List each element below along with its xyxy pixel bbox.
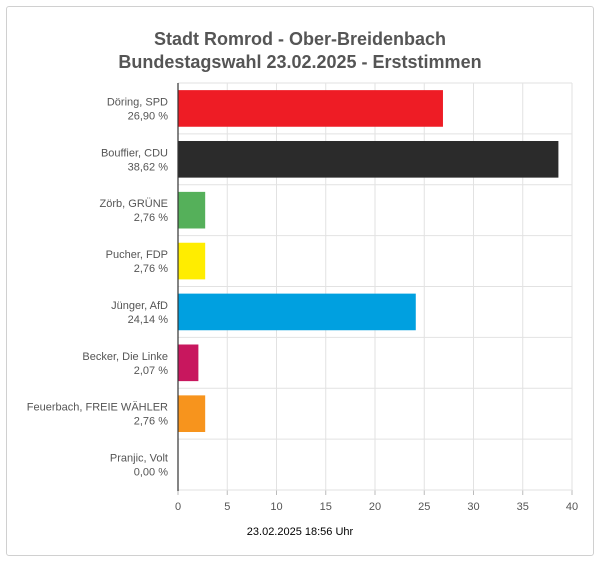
bar bbox=[178, 395, 206, 433]
x-tick-label: 20 bbox=[369, 501, 381, 513]
category-label: Feuerbach, FREIE WÄHLER bbox=[27, 402, 168, 414]
category-value-label: 2,76 % bbox=[134, 416, 168, 428]
category-value-label: 24,14 % bbox=[128, 314, 169, 326]
x-tick-label: 35 bbox=[517, 501, 529, 513]
x-tick-label: 10 bbox=[270, 501, 282, 513]
x-tick-label: 0 bbox=[175, 501, 181, 513]
bar bbox=[178, 191, 206, 229]
category-label: Pranjic, Volt bbox=[110, 453, 168, 465]
category-label: Bouffier, CDU bbox=[101, 147, 168, 159]
category-label: Jünger, AfD bbox=[111, 300, 168, 312]
x-tick-label: 40 bbox=[566, 501, 578, 513]
bar bbox=[178, 140, 559, 178]
bar bbox=[178, 293, 416, 331]
category-value-label: 38,62 % bbox=[128, 161, 169, 173]
category-value-label: 2,76 % bbox=[134, 212, 168, 224]
x-tick-label: 5 bbox=[224, 501, 230, 513]
chart-title: Stadt Romrod - Ober-Breidenbach bbox=[153, 29, 447, 49]
category-label: Pucher, FDP bbox=[106, 249, 168, 261]
x-tick-label: 25 bbox=[418, 501, 430, 513]
category-label: Becker, Die Linke bbox=[82, 351, 168, 363]
chart-subtitle: Bundestagswahl 23.02.2025 - Erststimmen bbox=[118, 52, 482, 72]
category-value-label: 2,76 % bbox=[134, 263, 168, 275]
category-value-label: 0,00 % bbox=[134, 467, 168, 479]
category-value-label: 26,90 % bbox=[128, 110, 169, 122]
x-tick-label: 15 bbox=[320, 501, 332, 513]
category-label: Zörb, GRÜNE bbox=[100, 198, 168, 210]
bar bbox=[178, 242, 206, 280]
category-label: Döring, SPD bbox=[107, 96, 168, 108]
x-tick-label: 30 bbox=[467, 501, 479, 513]
category-value-label: 2,07 % bbox=[134, 365, 168, 377]
timestamp: 23.02.2025 18:56 Uhr bbox=[246, 526, 354, 538]
bar bbox=[178, 344, 199, 382]
bar bbox=[178, 90, 443, 127]
